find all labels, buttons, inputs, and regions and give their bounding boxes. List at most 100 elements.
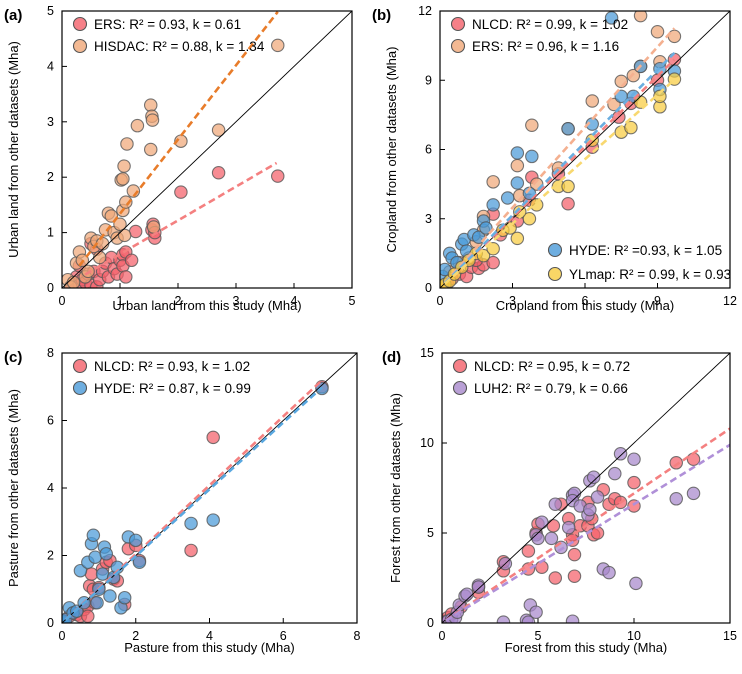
legend-item-nlcd: NLCD: R² = 0.95, k = 0.72	[452, 358, 630, 374]
data-point-ers	[271, 169, 285, 183]
legend-marker	[452, 358, 468, 374]
legend-item-ers: ERS: R² = 0.93, k = 0.61	[72, 16, 241, 32]
x-tick-label: 10	[627, 629, 641, 643]
data-point-nlcd	[686, 452, 701, 466]
plot-area	[62, 353, 357, 623]
panel-c: (c) 0 2 4 6 8 0 2 4 6 8 Pasture from this study (Mh…	[4, 346, 361, 655]
data-point-luh2	[531, 531, 545, 546]
data-point-luh2	[627, 452, 641, 466]
data-point-hyde	[129, 533, 143, 548]
one-to-one-line	[442, 353, 730, 623]
y-tick-label: 0	[47, 281, 54, 295]
data-point-ers	[633, 11, 648, 23]
y-tick-label: 9	[425, 73, 432, 87]
data-point-hisdac	[145, 113, 160, 127]
plot-area	[440, 11, 730, 288]
x-tick-label: 6	[582, 294, 589, 308]
x-tick-label: 3	[509, 294, 516, 308]
data-point-nlcd	[535, 560, 549, 574]
data-point-luh2	[544, 531, 559, 546]
data-point-ylmap	[522, 212, 537, 226]
data-point-hyde	[561, 121, 575, 136]
legend-item-hyde: HYDE: R² = 0.87, k = 0.99	[72, 380, 251, 396]
y-tick-label: 10	[420, 436, 434, 450]
x-axis-label: Cropland from this study (Mha)	[496, 298, 674, 313]
legend-label: HYDE: R² = 0.87, k = 0.99	[94, 381, 251, 396]
x-tick-label: 2	[175, 294, 182, 308]
y-tick-label: 0	[47, 616, 54, 630]
panel-d: (d) 0 5 10 15 0 5 10 15 Forest from this study (M…	[382, 346, 737, 655]
data-point-luh2	[521, 615, 536, 623]
data-point-ylmap	[510, 231, 525, 246]
panel-label: (b)	[372, 7, 391, 24]
regression-line-nlcd	[64, 379, 323, 621]
data-point-hyde	[73, 563, 88, 578]
data-point-luh2	[586, 470, 601, 484]
data-point-hyde	[88, 550, 102, 564]
legend-marker	[450, 16, 466, 32]
regression-line-hyde	[64, 386, 323, 621]
x-tick-label: 6	[280, 629, 287, 643]
regression-line-luh2	[445, 443, 730, 622]
data-point-ers	[585, 94, 599, 108]
legend-label: NLCD: R² = 0.99, k = 1.02	[472, 17, 628, 32]
legend-label: ERS: R² = 0.93, k = 0.61	[94, 17, 241, 32]
panel-b: (b) 0 3 6 9 12 0 3 6 9 12 Cropland from this study …	[372, 4, 737, 313]
data-point-hyde	[604, 11, 619, 25]
x-tick-label: 8	[354, 629, 361, 643]
panel-label: (d)	[382, 349, 401, 366]
data-point-hisdac	[130, 118, 145, 133]
data-point-hisdac	[271, 38, 285, 53]
legend-marker	[450, 38, 466, 54]
y-tick-label: 12	[418, 4, 432, 18]
legend-item-hisdac: HISDAC: R² = 0.88, k = 1.34	[72, 38, 265, 54]
data-point-luh2	[608, 466, 622, 481]
data-point-nlcd	[561, 196, 575, 211]
y-tick-label: 0	[425, 281, 432, 295]
y-tick-label: 15	[420, 346, 434, 360]
legend-label: HYDE: R² =0.93, k = 1.05	[569, 243, 722, 258]
legend-item-luh2: LUH2: R² = 0.79, k = 0.66	[452, 380, 628, 396]
regression-line-hyde	[443, 51, 676, 285]
plot-frame	[61, 10, 353, 289]
data-point-hisdac	[92, 250, 107, 265]
data-point-ylmap	[653, 89, 667, 104]
panel-label: (c)	[4, 349, 22, 366]
x-tick-label: 15	[723, 629, 737, 643]
data-point-luh2	[686, 486, 701, 501]
legend-item-nlcd: NLCD: R² = 0.99, k = 1.02	[450, 16, 628, 32]
y-tick-label: 5	[47, 4, 54, 18]
legend-item-ers: ERS: R² = 0.96, k = 1.16	[450, 38, 619, 54]
legend-label: LUH2: R² = 0.79, k = 0.66	[474, 381, 628, 396]
data-point-ers	[211, 166, 226, 180]
legend-item-hyde: HYDE: R² =0.93, k = 1.05	[547, 242, 722, 258]
legend-label: HISDAC: R² = 0.88, k = 1.34	[94, 39, 265, 54]
data-point-luh2	[565, 614, 580, 623]
legend-marker	[72, 358, 88, 374]
legend-label: YLmap: R² = 0.99, k = 0.93	[569, 267, 731, 282]
legend-item-nlcd: NLCD: R² = 0.93, k = 1.02	[72, 358, 250, 374]
legend-marker	[72, 16, 88, 32]
data-point-hyde	[103, 589, 117, 603]
x-tick-label: 0	[59, 294, 66, 308]
data-point-ylmap	[624, 120, 638, 135]
regression-line-hisdac	[78, 11, 279, 267]
data-point-hisdac	[119, 195, 133, 209]
data-point-luh2	[629, 576, 643, 591]
y-tick-label: 2	[47, 170, 54, 184]
x-tick-label: 1	[117, 294, 124, 308]
data-point-hisdac	[116, 172, 130, 186]
data-point-hisdac	[66, 275, 81, 288]
x-tick-label: 3	[233, 294, 240, 308]
data-point-ers	[650, 25, 665, 39]
legend-item-ylmap: YLmap: R² = 0.99, k = 0.93	[547, 266, 731, 282]
x-tick-label: 2	[132, 629, 139, 643]
x-tick-label: 0	[437, 294, 444, 308]
y-tick-label: 6	[47, 414, 54, 428]
data-point-nlcd	[521, 544, 536, 558]
regression-line-nlcd	[445, 427, 730, 622]
data-point-ers	[486, 175, 500, 189]
x-tick-label: 12	[723, 294, 737, 308]
data-point-hyde	[206, 513, 220, 527]
data-point-nlcd	[548, 571, 563, 585]
